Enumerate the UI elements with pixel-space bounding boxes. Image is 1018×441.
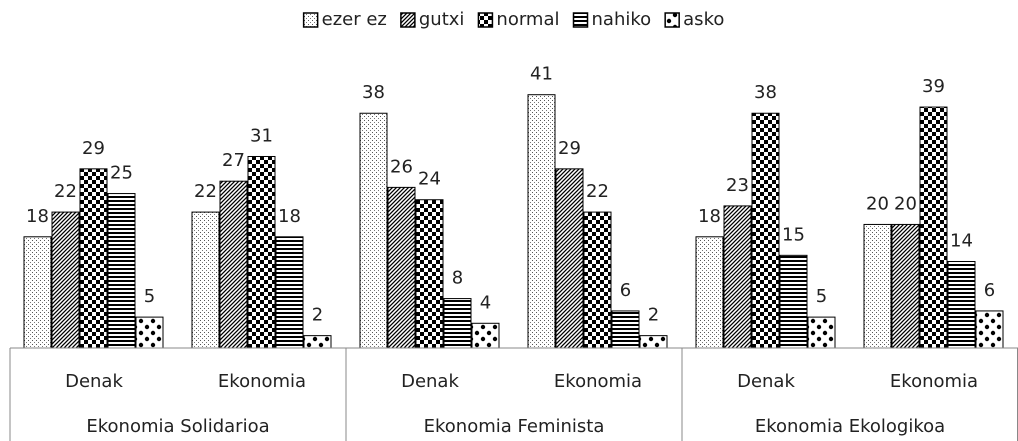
data-label: 27 — [222, 150, 245, 171]
x-tick-label: Ekonomia — [890, 371, 978, 392]
bar — [107, 193, 136, 349]
legend-swatch — [302, 12, 319, 28]
bar — [443, 298, 472, 349]
data-label: 18 — [26, 206, 49, 227]
data-label: 2 — [312, 305, 323, 326]
bar — [275, 236, 304, 349]
data-label: 2 — [648, 305, 659, 326]
bar — [723, 205, 752, 349]
bar — [611, 310, 640, 349]
data-label: 29 — [82, 138, 105, 159]
x-tick-label: Denak — [65, 371, 123, 392]
legend-swatch — [477, 12, 494, 28]
bar — [23, 236, 52, 349]
data-label: 29 — [558, 138, 581, 159]
bar — [359, 112, 388, 349]
data-label: 22 — [54, 181, 77, 202]
data-label: 23 — [726, 175, 749, 196]
bar — [51, 211, 80, 349]
legend-swatch — [664, 12, 680, 28]
bar — [555, 168, 584, 349]
bar — [303, 335, 332, 349]
bar — [583, 211, 612, 349]
bar — [247, 155, 276, 349]
bar — [639, 335, 668, 349]
data-label: 41 — [530, 64, 553, 85]
legend-swatch — [572, 12, 589, 28]
bar — [219, 180, 248, 349]
data-label: 39 — [922, 76, 945, 97]
bar — [695, 236, 724, 349]
data-label: 6 — [984, 280, 995, 301]
data-label: 5 — [144, 286, 155, 307]
legend-label: asko — [683, 9, 724, 30]
bar — [79, 168, 108, 349]
legend-label: ezer ez — [322, 9, 387, 30]
group-label: Ekonomia Feminista — [424, 416, 605, 437]
data-label: 38 — [754, 82, 777, 103]
x-tick-label: Denak — [401, 371, 459, 392]
legend-label: gutxi — [419, 9, 465, 30]
x-tick-label: Ekonomia — [554, 371, 642, 392]
data-label: 8 — [452, 268, 463, 289]
data-label: 25 — [110, 163, 133, 184]
bar — [415, 199, 444, 349]
data-label: 15 — [782, 224, 805, 245]
bar — [527, 94, 556, 349]
bar — [779, 254, 808, 349]
bar — [135, 316, 164, 349]
group-label: Ekonomia Ekologikoa — [755, 416, 945, 437]
data-label: 31 — [250, 125, 273, 146]
data-label: 26 — [390, 156, 413, 177]
legend-swatch — [400, 12, 416, 28]
bar — [387, 186, 416, 349]
data-label: 22 — [194, 181, 217, 202]
legend-label: nahiko — [592, 9, 652, 30]
x-tick-label: Denak — [737, 371, 795, 392]
bar — [975, 310, 1004, 349]
data-label: 5 — [816, 286, 827, 307]
bar — [471, 322, 500, 349]
bar — [919, 106, 948, 349]
bar — [947, 261, 976, 349]
data-label: 18 — [278, 206, 301, 227]
bar — [807, 316, 836, 349]
data-label: 6 — [620, 280, 631, 301]
legend-label: normal — [496, 9, 559, 30]
bar — [751, 112, 780, 349]
data-label: 38 — [362, 82, 385, 103]
data-label: 20 — [866, 193, 889, 214]
data-label: 22 — [586, 181, 609, 202]
data-label: 4 — [480, 292, 491, 313]
x-tick-label: Ekonomia — [218, 371, 306, 392]
data-label: 14 — [950, 231, 973, 252]
data-label: 18 — [698, 206, 721, 227]
group-label: Ekonomia Solidarioa — [86, 416, 269, 437]
data-label: 20 — [894, 193, 917, 214]
bar — [863, 223, 892, 349]
bar — [191, 211, 220, 349]
bar — [891, 223, 920, 349]
data-label: 24 — [418, 169, 441, 190]
